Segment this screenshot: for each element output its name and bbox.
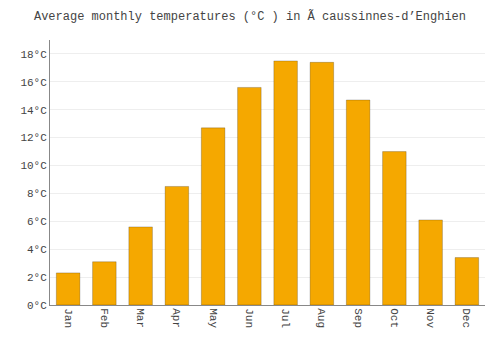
- svg-text:Feb: Feb: [98, 308, 110, 328]
- svg-text:12°C: 12°C: [20, 132, 47, 144]
- svg-text:Jul: Jul: [279, 308, 291, 328]
- svg-text:14°C: 14°C: [20, 105, 47, 117]
- svg-text:10°C: 10°C: [20, 160, 47, 172]
- svg-text:Dec: Dec: [460, 308, 472, 328]
- svg-text:Jan: Jan: [62, 308, 74, 328]
- svg-text:Mar: Mar: [134, 308, 146, 328]
- svg-text:May: May: [207, 308, 219, 328]
- svg-text:Jun: Jun: [243, 308, 255, 328]
- svg-text:Nov: Nov: [424, 308, 436, 328]
- svg-text:2°C: 2°C: [27, 272, 47, 284]
- svg-text:Oct: Oct: [388, 308, 400, 328]
- svg-text:16°C: 16°C: [20, 77, 47, 89]
- svg-text:18°C: 18°C: [20, 49, 47, 61]
- svg-text:8°C: 8°C: [27, 188, 47, 200]
- svg-text:Apr: Apr: [170, 308, 182, 328]
- svg-text:Average monthly temperatures (: Average monthly temperatures (°C ) in Ã …: [34, 9, 466, 24]
- svg-text:4°C: 4°C: [27, 244, 47, 256]
- svg-text:Sep: Sep: [352, 308, 364, 328]
- svg-text:6°C: 6°C: [27, 216, 47, 228]
- svg-text:Aug: Aug: [315, 308, 327, 328]
- svg-text:0°C: 0°C: [27, 300, 47, 312]
